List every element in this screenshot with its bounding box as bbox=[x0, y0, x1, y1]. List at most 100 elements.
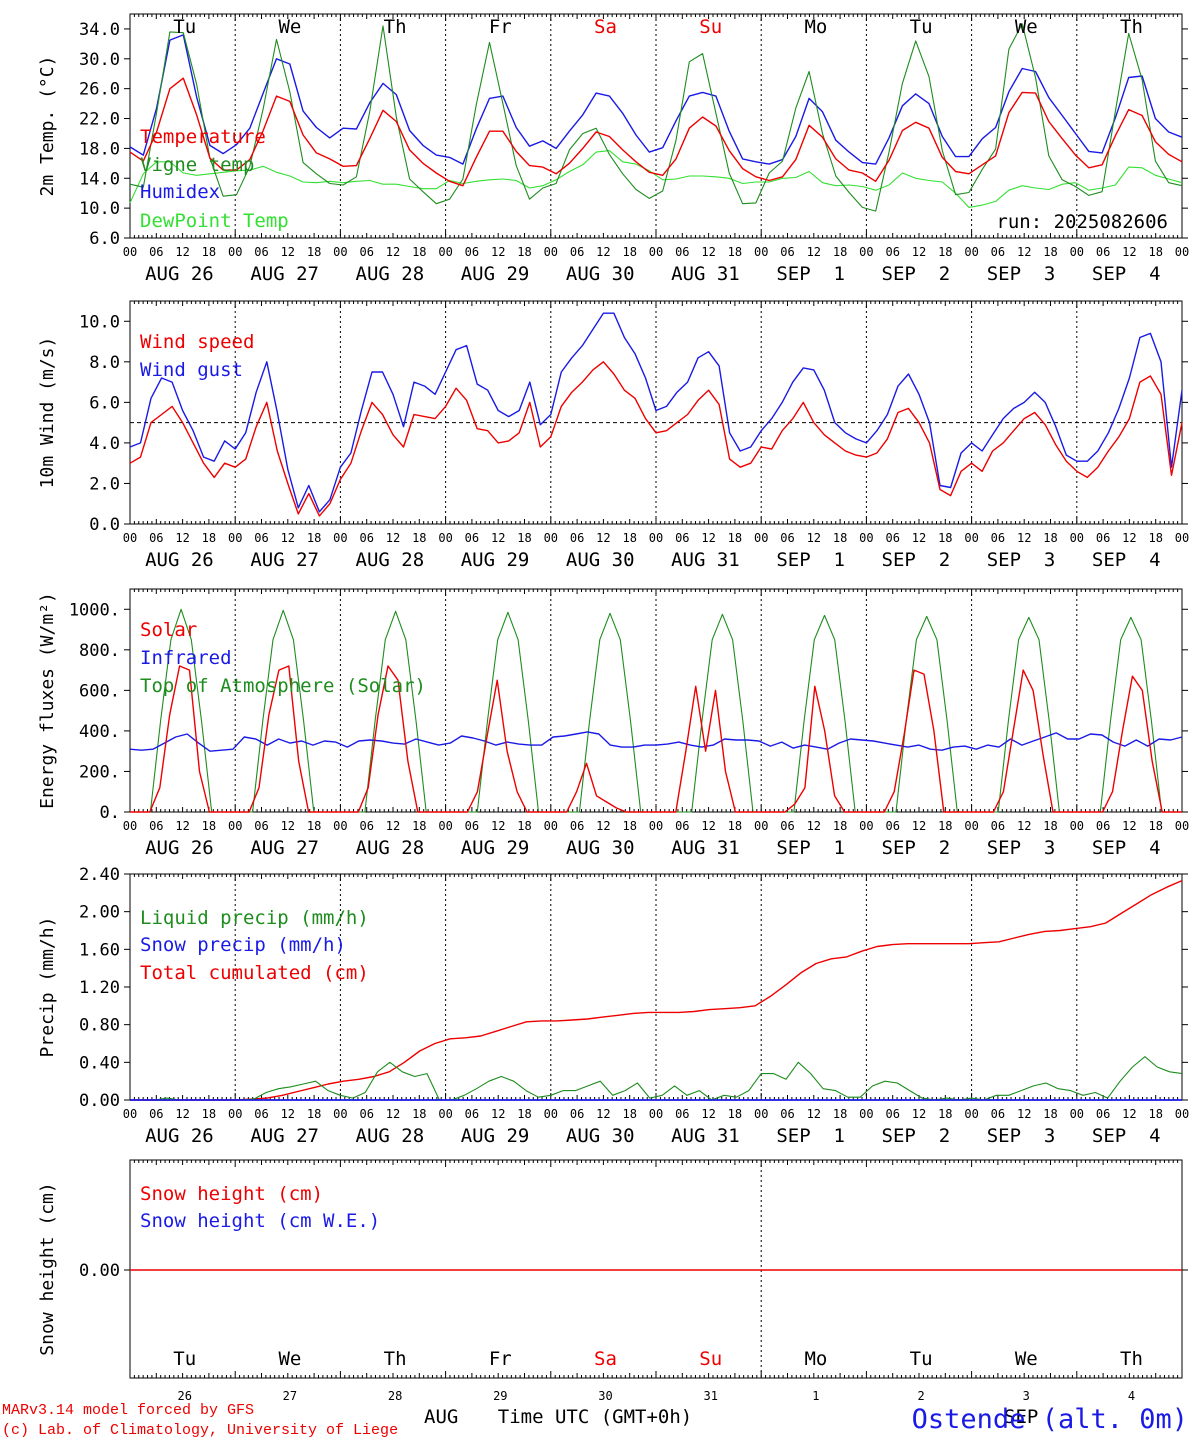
x-tick-label: 00 bbox=[1175, 1107, 1189, 1121]
x-tick-label: 18 bbox=[622, 819, 636, 833]
x-tick-label: 06 bbox=[991, 1107, 1005, 1121]
x-tick-label: 00 bbox=[333, 819, 347, 833]
y-tick-label: 0.00 bbox=[79, 1091, 120, 1111]
y-tick-label: 10.0 bbox=[79, 312, 120, 332]
weekday-label-top: We bbox=[1015, 16, 1038, 38]
date-label: SEP 2 bbox=[882, 549, 951, 571]
x-tick-label: 06 bbox=[570, 1107, 584, 1121]
y-tick-label: 6.0 bbox=[89, 393, 120, 413]
x-tick-label: 12 bbox=[281, 1107, 295, 1121]
x-tick-label: 18 bbox=[1148, 1107, 1162, 1121]
day-number-label: 4 bbox=[1128, 1389, 1135, 1403]
x-tick-label: 06 bbox=[359, 819, 373, 833]
x-tick-label: 00 bbox=[438, 245, 452, 259]
series-line-wind-speed bbox=[129, 361, 1183, 517]
series-line-liquid-precip-mm-h- bbox=[130, 1056, 1183, 1101]
x-tick-label: 00 bbox=[649, 819, 663, 833]
x-tick-label: 18 bbox=[728, 531, 742, 545]
x-tick-label: 00 bbox=[123, 819, 137, 833]
legend-entry: Total cumulated (cm) bbox=[140, 962, 369, 984]
x-tick-label: 00 bbox=[754, 245, 768, 259]
x-tick-label: 00 bbox=[333, 1107, 347, 1121]
x-tick-label: 12 bbox=[175, 531, 189, 545]
legend-entry: DewPoint Temp bbox=[140, 210, 289, 232]
x-tick-label: 18 bbox=[307, 245, 321, 259]
x-tick-label: 12 bbox=[281, 531, 295, 545]
footer: MARv3.14 model forced by GFS (c) Lab. of … bbox=[2, 1402, 1188, 1439]
date-label: AUG 31 bbox=[671, 1125, 740, 1147]
date-label: AUG 29 bbox=[461, 549, 530, 571]
y-tick-label: 6.0 bbox=[89, 229, 120, 249]
x-tick-label: 00 bbox=[1070, 1107, 1084, 1121]
date-label: SEP 4 bbox=[1092, 549, 1161, 571]
series-line-dewpoint-temp bbox=[129, 150, 1183, 208]
x-tick-label: 06 bbox=[675, 1107, 689, 1121]
x-tick-label: 18 bbox=[938, 819, 952, 833]
y-tick-label: 0.00 bbox=[79, 1261, 120, 1281]
day-number-label: 1 bbox=[812, 1389, 819, 1403]
weekday-label-top: Sa bbox=[594, 16, 617, 38]
y-tick-label: 400. bbox=[79, 722, 120, 742]
x-tick-label: 18 bbox=[412, 245, 426, 259]
x-tick-label: 06 bbox=[149, 1107, 163, 1121]
x-tick-label: 18 bbox=[833, 1107, 847, 1121]
x-tick-label: 18 bbox=[1043, 531, 1057, 545]
weekday-label-top: Tu bbox=[173, 16, 196, 38]
date-label: AUG 31 bbox=[671, 549, 740, 571]
y-tick-label: 8.0 bbox=[89, 353, 120, 373]
legend-entry: Solar bbox=[140, 619, 197, 641]
weekday-label-bottom: Sa bbox=[594, 1348, 617, 1370]
series-line-infrared bbox=[129, 731, 1183, 752]
date-label: AUG 31 bbox=[671, 263, 740, 285]
x-tick-label: 12 bbox=[386, 1107, 400, 1121]
date-label: AUG 29 bbox=[461, 837, 530, 859]
x-tick-label: 12 bbox=[807, 531, 821, 545]
weekday-label-bottom: We bbox=[278, 1348, 301, 1370]
x-axis-title: Time UTC (GMT+0h) bbox=[498, 1406, 692, 1428]
weekday-label-bottom: Tu bbox=[910, 1348, 933, 1370]
day-number-label: 27 bbox=[283, 1389, 297, 1403]
weekday-label-top: We bbox=[278, 16, 301, 38]
x-tick-label: 18 bbox=[1148, 245, 1162, 259]
x-tick-label: 18 bbox=[202, 245, 216, 259]
date-label: SEP 3 bbox=[987, 549, 1056, 571]
y-axis-label: Precip (mm/h) bbox=[37, 917, 58, 1058]
y-tick-label: 22.0 bbox=[79, 110, 120, 130]
x-tick-label: 18 bbox=[833, 531, 847, 545]
x-tick-label: 18 bbox=[517, 1107, 531, 1121]
x-tick-label: 00 bbox=[649, 531, 663, 545]
weekday-label-top: Fr bbox=[489, 16, 512, 38]
weekday-label-top: Tu bbox=[910, 16, 933, 38]
y-axis-label: 2m Temp. (°C) bbox=[37, 56, 58, 197]
date-label: SEP 1 bbox=[776, 263, 845, 285]
date-label: SEP 3 bbox=[987, 837, 1056, 859]
weekday-label-bottom: Tu bbox=[173, 1348, 196, 1370]
x-tick-label: 12 bbox=[491, 531, 505, 545]
x-tick-label: 18 bbox=[1148, 531, 1162, 545]
x-tick-label: 06 bbox=[780, 531, 794, 545]
x-tick-label: 12 bbox=[491, 819, 505, 833]
legend-entry: Humidex bbox=[140, 181, 220, 203]
day-number-label: 29 bbox=[493, 1389, 507, 1403]
series-line-temperature bbox=[129, 77, 1183, 187]
y-tick-label: 10.0 bbox=[79, 199, 120, 219]
date-label: AUG 27 bbox=[250, 1125, 319, 1147]
x-tick-label: 12 bbox=[701, 1107, 715, 1121]
x-tick-label: 00 bbox=[649, 245, 663, 259]
x-tick-label: 18 bbox=[517, 245, 531, 259]
credit-lab: (c) Lab. of Climatology, University of L… bbox=[2, 1422, 398, 1439]
x-tick-label: 06 bbox=[675, 245, 689, 259]
x-tick-label: 00 bbox=[1175, 245, 1189, 259]
date-label: AUG 30 bbox=[566, 549, 635, 571]
y-axis-label: Energy fluxes (W/m²) bbox=[37, 592, 58, 809]
x-tick-label: 12 bbox=[596, 1107, 610, 1121]
y-axis-label: 10m Wind (m/s) bbox=[37, 337, 58, 489]
x-tick-label: 00 bbox=[754, 531, 768, 545]
x-tick-label: 00 bbox=[333, 245, 347, 259]
panel-1: 6.0 10.0 14.0 18.0 22.0 26.0 30.0 34.0 2m Temp. … bbox=[37, 13, 1189, 285]
x-tick-label: 12 bbox=[175, 1107, 189, 1121]
legend-entry: Vigne temp bbox=[140, 154, 254, 176]
x-tick-label: 18 bbox=[412, 531, 426, 545]
x-tick-label: 00 bbox=[544, 245, 558, 259]
